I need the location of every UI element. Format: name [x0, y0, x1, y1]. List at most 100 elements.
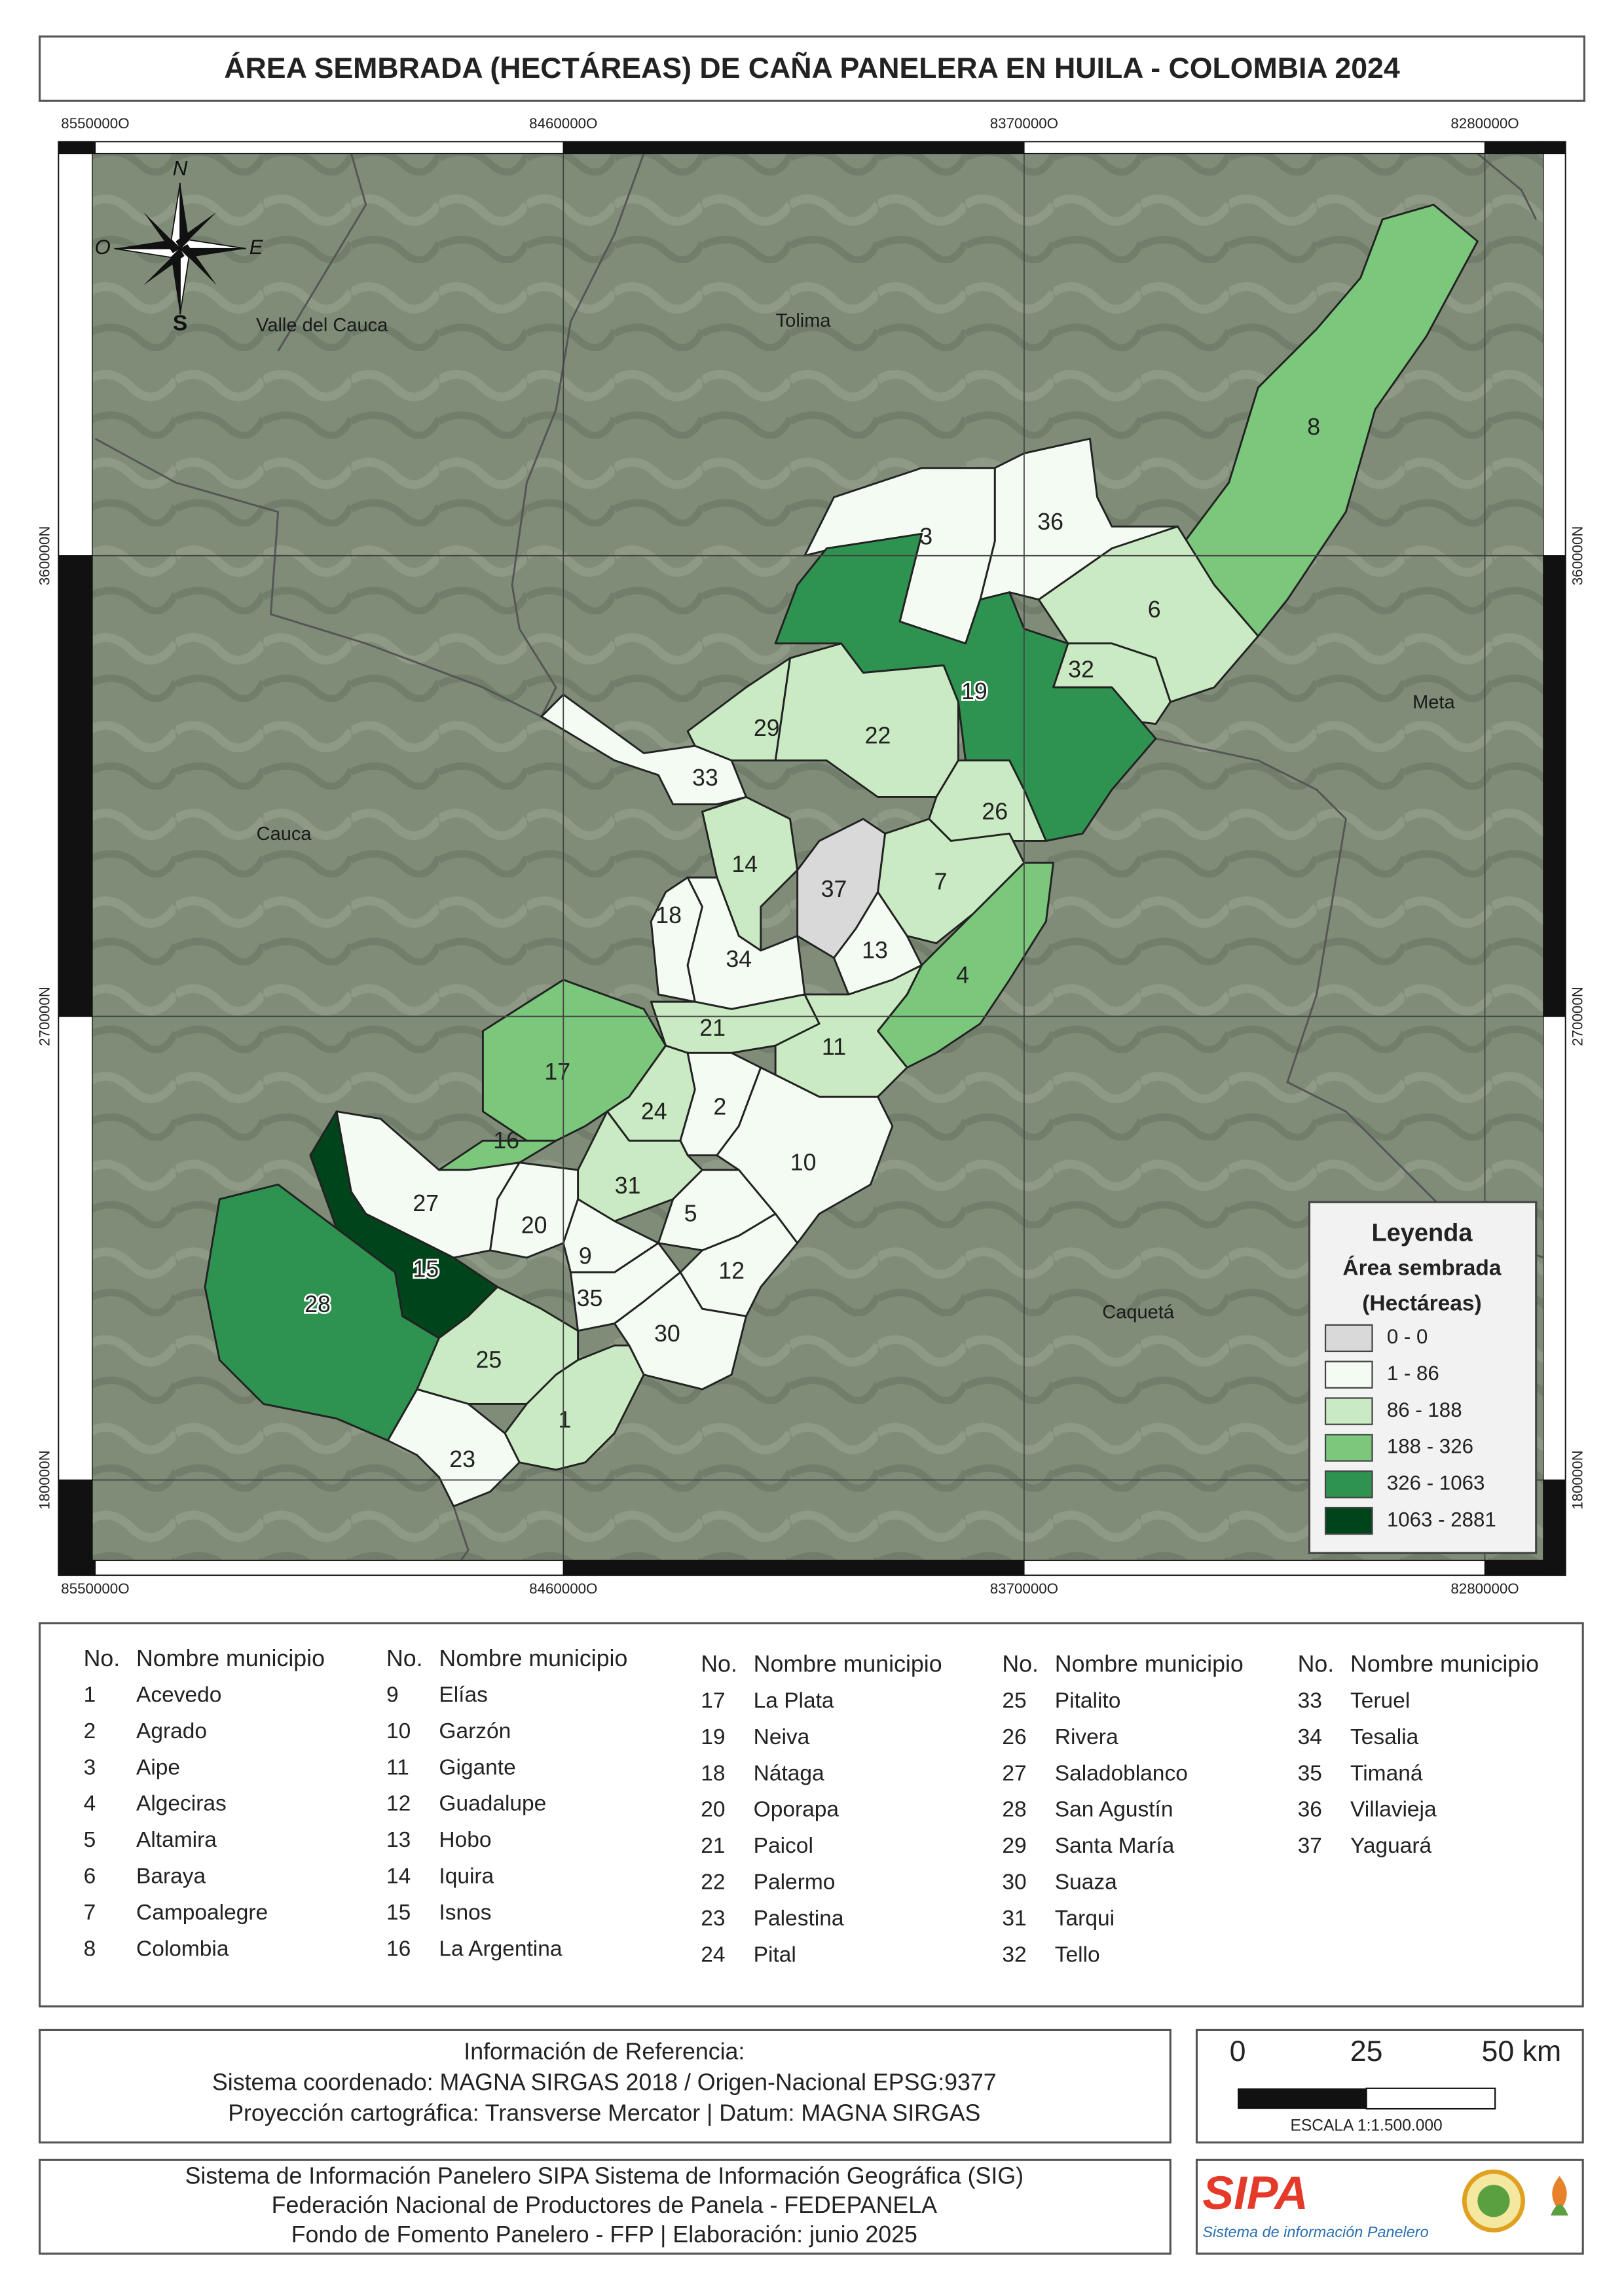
municipality: [877, 818, 1025, 945]
frame-segment: [1543, 1479, 1566, 1576]
frame-segment: [1543, 153, 1566, 556]
fedepanela-logo-center: [1477, 2185, 1510, 2217]
table-number: 19: [701, 1725, 725, 1749]
department-boundary: [277, 153, 645, 718]
compass-east: E: [249, 236, 264, 259]
department-boundary: [452, 1506, 470, 1561]
legend-label: 0 - 0: [1387, 1325, 1428, 1348]
ffp-logo-leaf: [1551, 2204, 1568, 2216]
table-name: Timaná: [1350, 1761, 1423, 1785]
credits-box: [39, 2159, 1172, 2255]
municipality-label: 4: [956, 962, 969, 989]
table-name: Hobo: [439, 1828, 491, 1852]
region-label: Meta: [1412, 692, 1455, 713]
municipality-label: 5: [684, 1201, 697, 1227]
municipality-label: 2: [713, 1094, 726, 1120]
table-number: 35: [1298, 1761, 1322, 1785]
table-header: Nombre municipio: [439, 1645, 627, 1671]
sipa-logo: SIPA: [1202, 2167, 1308, 2219]
table-header: No.: [1298, 1651, 1335, 1677]
table-header: No.: [84, 1645, 120, 1671]
table-number: 14: [386, 1865, 411, 1889]
table-name: La Argentina: [439, 1937, 562, 1961]
table-number: 25: [1002, 1688, 1026, 1713]
table-box: [39, 1622, 1584, 2008]
municipality-label: 15: [413, 1256, 439, 1283]
table-name: Oporapa: [754, 1798, 840, 1822]
municipality: [774, 964, 923, 1098]
scale-label: 25: [1350, 2035, 1383, 2068]
table-number: 15: [386, 1901, 411, 1925]
table-name: Elías: [439, 1683, 487, 1707]
coord-label: 8280000O: [1450, 1580, 1519, 1597]
table-number: 36: [1298, 1798, 1322, 1822]
municipality-label: 27: [413, 1190, 439, 1216]
coord-label: 8280000O: [1450, 115, 1519, 132]
legend-swatch: [1324, 1397, 1373, 1425]
table-number: 2: [84, 1719, 96, 1743]
table-number: 10: [386, 1719, 411, 1743]
reference-line: Sistema coordenado: MAGNA SIRGAS 2018 / …: [212, 2069, 997, 2096]
legend-swatch: [1324, 1470, 1373, 1499]
coord-label: 8370000O: [990, 1580, 1058, 1597]
table-number: 17: [701, 1688, 725, 1713]
table-number: 9: [386, 1683, 399, 1707]
credit-line: Fondo de Fomento Panelero - FFP | Elabor…: [291, 2221, 917, 2248]
table-name: Palestina: [754, 1906, 844, 1931]
municipality-label: 13: [862, 938, 888, 964]
municipality-label: 11: [822, 1034, 846, 1060]
legend-title: Leyenda: [1371, 1219, 1473, 1247]
table-number: 37: [1298, 1834, 1322, 1858]
table-number: 8: [84, 1937, 96, 1961]
table-name: Neiva: [754, 1725, 810, 1749]
table-name: Tesalia: [1350, 1725, 1419, 1749]
reference-box: [39, 2028, 1172, 2144]
table-name: Garzón: [439, 1719, 511, 1743]
scale-box: [1195, 2028, 1584, 2144]
frame-segment: [58, 1479, 93, 1576]
table-name: Aipe: [136, 1755, 180, 1779]
compass-south: S: [173, 312, 187, 336]
region-label: Valle del Cauca: [256, 315, 388, 336]
table-number: 4: [84, 1792, 96, 1816]
municipality-label: 33: [692, 765, 718, 791]
frame-segment: [563, 1559, 1025, 1576]
legend-label: 1063 - 2881: [1387, 1508, 1496, 1531]
table-number: 7: [84, 1901, 96, 1925]
municipality: [504, 1344, 645, 1471]
table-header: No.: [386, 1645, 423, 1671]
table-name: La Plata: [754, 1688, 834, 1713]
table-name: Tarqui: [1055, 1906, 1115, 1931]
municipality-label: 22: [865, 722, 891, 748]
municipality-label: 25: [475, 1347, 502, 1373]
region-label: Cauca: [257, 824, 312, 845]
table-number: 34: [1298, 1725, 1322, 1749]
frame-segment: [94, 141, 564, 155]
reference-line: Proyección cartográfica: Transverse Merc…: [228, 2100, 980, 2126]
table-number: 28: [1002, 1798, 1026, 1822]
municipality-label: 9: [579, 1243, 592, 1269]
table-number: 27: [1002, 1761, 1026, 1785]
legend: Leyenda Área sembrada (Hectáreas) 0 - 0 1…: [1308, 1201, 1538, 1554]
municipality-label: 12: [718, 1258, 745, 1284]
reference-title: Información de Referencia:: [464, 2039, 745, 2065]
legend-label: 86 - 188: [1387, 1398, 1462, 1421]
table-name: San Agustín: [1055, 1798, 1173, 1822]
credit-line: Sistema de Información Panelero SIPA Sis…: [185, 2163, 1024, 2189]
legend-label: 1 - 86: [1387, 1362, 1439, 1385]
table-header: Nombre municipio: [136, 1645, 325, 1671]
municipality-label: 35: [577, 1285, 603, 1311]
frame-segment: [1024, 1559, 1486, 1576]
municipality-table: No. Nombre municipio 1 Acevedo 2 Agrado 3 Aipe 4…: [84, 1645, 1539, 1967]
coord-label: 8370000O: [990, 115, 1058, 132]
scale-segment: [1238, 2088, 1367, 2109]
table-number: 18: [701, 1761, 725, 1785]
table-name: Altamira: [136, 1828, 217, 1852]
coord-label: 360000N: [36, 526, 52, 586]
coord-label: 8550000O: [61, 1580, 129, 1597]
map-title: ÁREA SEMBRADA (HECTÁREAS) DE CAÑA PANELE…: [224, 52, 1400, 84]
legend-label: 188 - 326: [1387, 1435, 1473, 1458]
